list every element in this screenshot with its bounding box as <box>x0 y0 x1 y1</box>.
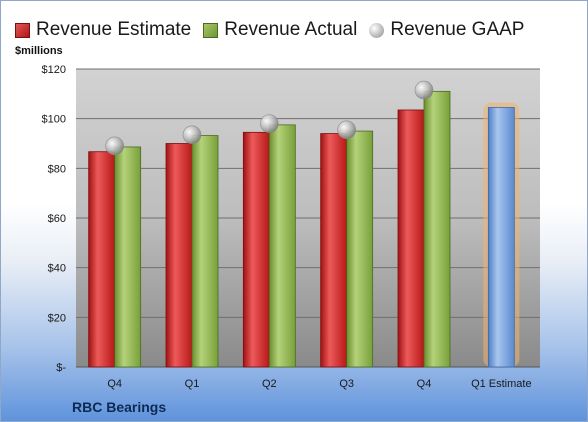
revenue-estimate-swatch-icon <box>15 22 30 38</box>
x-tick-label: Q1 <box>185 378 200 390</box>
revenue-estimate-bar <box>242 131 270 368</box>
revenue-actual-bar <box>423 90 451 368</box>
revenue-actual-bar <box>191 135 219 368</box>
y-tick-label: $20 <box>48 312 66 324</box>
y-tick-label: $40 <box>48 263 66 275</box>
revenue-actual-bar <box>114 146 142 368</box>
revenue-gaap-marker <box>414 80 434 100</box>
legend-item-revenue-gaap: Revenue GAAP <box>369 19 524 41</box>
y-axis-unit-label: $millions <box>15 45 63 57</box>
legend-item-revenue-actual: Revenue Actual <box>203 19 357 41</box>
legend-label: Revenue Estimate <box>36 19 192 40</box>
company-name: RBC Bearings <box>72 399 167 415</box>
legend-label: Revenue GAAP <box>390 19 525 40</box>
revenue-estimate-bar <box>165 143 193 368</box>
revenue-gaap-marker-icon <box>369 22 385 38</box>
legend-item-revenue-estimate: Revenue Estimate <box>15 19 191 41</box>
x-tick-label: Q4 <box>417 378 432 390</box>
y-tick-label: $- <box>56 362 66 374</box>
y-tick-label: $60 <box>48 213 66 225</box>
revenue-gaap-marker <box>105 136 124 156</box>
x-tick-label: Q2 <box>262 378 277 390</box>
revenue-gaap-marker <box>337 120 356 140</box>
legend: Revenue Estimate Revenue Actual Revenue … <box>15 17 536 43</box>
y-tick-label: $80 <box>48 163 66 175</box>
x-tick-label: Q4 <box>107 378 122 390</box>
revenue-gaap-marker <box>260 114 279 133</box>
revenue-actual-bar <box>268 124 296 368</box>
revenue-gaap-marker <box>182 125 202 145</box>
y-tick-label: $100 <box>42 114 66 126</box>
revenue-estimate-bar <box>88 151 116 368</box>
legend-label: Revenue Actual <box>224 19 358 40</box>
q1-estimate-bar <box>487 107 515 368</box>
x-tick-label: Q1 Estimate <box>471 378 532 390</box>
revenue-actual-swatch-icon <box>203 22 219 38</box>
revenue-actual-bar <box>346 130 374 368</box>
revenue-estimate-bar <box>320 133 348 368</box>
revenue-estimate-bar <box>397 109 425 368</box>
y-tick-label: $120 <box>42 64 66 76</box>
x-tick-label: Q3 <box>339 378 354 390</box>
